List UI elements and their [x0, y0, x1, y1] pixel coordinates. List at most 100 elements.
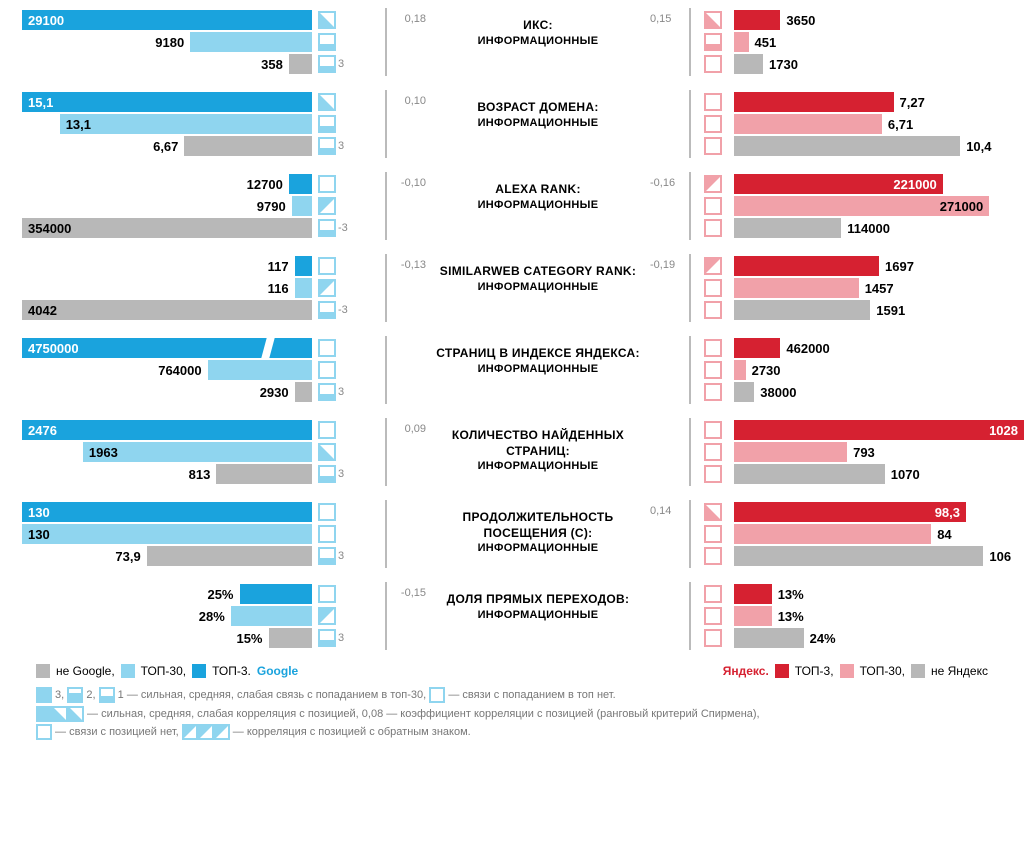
bar-value: 84: [937, 527, 951, 542]
bar: [734, 442, 847, 462]
bar: [208, 360, 312, 380]
divider-right: [689, 418, 691, 486]
bar-row: 1730: [734, 54, 798, 74]
indicator-num: 3: [338, 632, 344, 644]
bar-value: 25%: [207, 587, 233, 602]
right-bar-group: 13%13%24%: [734, 582, 836, 648]
bar-value: 6,67: [153, 139, 178, 154]
indicator-num: -3: [338, 222, 348, 234]
corr-left: -0,15: [400, 582, 430, 602]
legend-indicator-icon: [36, 687, 52, 703]
bar: [734, 524, 931, 544]
bar-row: 1457: [734, 278, 894, 298]
bar: [734, 300, 870, 320]
divider-left: [385, 582, 387, 650]
bar: 15,1: [22, 92, 312, 112]
indicator: [318, 338, 336, 358]
bar-row: 1591: [734, 300, 905, 320]
bar-value: 73,9: [115, 549, 140, 564]
legend-note-line: — связи с позицией нет, — корреляция с п…: [36, 723, 988, 742]
indicator: [318, 420, 336, 440]
bar-value: 4042: [28, 303, 57, 318]
bar: [231, 606, 312, 626]
right-indicator-col: [704, 172, 728, 238]
right-indicator-col: [704, 336, 728, 402]
bar: [295, 278, 312, 298]
indicator: [318, 502, 336, 522]
bar: 354000: [22, 218, 312, 238]
metric-title-sub: ИНФОРМАЦИОННЫЕ: [430, 459, 646, 473]
bar-value: 24%: [810, 631, 836, 646]
metric-title: СТРАНИЦ В ИНДЕКСЕ ЯНДЕКСА:ИНФОРМАЦИОННЫЕ: [430, 336, 646, 376]
indicator: [704, 628, 722, 648]
bar-row: 2930: [260, 382, 312, 402]
metric-title-main: СТРАНИЦ В ИНДЕКСЕ ЯНДЕКСА:: [430, 346, 646, 362]
indicator: [704, 136, 722, 156]
bar: [734, 584, 772, 604]
bar-value: 1457: [865, 281, 894, 296]
legend-note-line: 3, 2, 1 — сильная, средняя, слабая связь…: [36, 686, 988, 705]
bar: [734, 54, 763, 74]
bar: [216, 464, 312, 484]
bar-value: 271000: [940, 199, 983, 214]
bar: 130: [22, 502, 312, 522]
corr-left: [400, 500, 430, 520]
left-indicator-col: 3: [312, 418, 372, 484]
corr-left: -0,10: [400, 172, 430, 192]
legend-swatch: [840, 664, 854, 678]
indicator: [704, 464, 722, 484]
bar-value: 1070: [891, 467, 920, 482]
left-bar-group: 291009180358: [12, 8, 312, 74]
bar-row: 221000: [734, 174, 943, 194]
bar-value: 1591: [876, 303, 905, 318]
divider-right: [689, 254, 691, 322]
right-side-wrap: 7,276,7110,4: [704, 90, 1004, 156]
metric-row: 25%28%15%3-0,15ДОЛЯ ПРЯМЫХ ПЕРЕХОДОВ:ИНФ…: [12, 582, 1012, 650]
right-bar-group: 462000273038000: [734, 336, 830, 402]
legend-indicator-icon: [36, 706, 52, 722]
bar: [147, 546, 312, 566]
left-bar-group: 15,113,1 6,67: [12, 90, 312, 156]
legend-label: не Яндекс: [931, 664, 988, 678]
bar: 4750000: [22, 338, 312, 358]
bar-value: 10,4: [966, 139, 991, 154]
legend-swatch: [775, 664, 789, 678]
bar-value: 12700: [247, 177, 283, 192]
bar-row: 813: [189, 464, 312, 484]
indicator: 3: [318, 382, 346, 402]
bar: [190, 32, 312, 52]
metric-title: ВОЗРАСТ ДОМЕНА:ИНФОРМАЦИОННЫЕ: [430, 90, 646, 130]
corr-left: -0,13: [400, 254, 430, 274]
bar: [734, 136, 960, 156]
metric-title-sub: ИНФОРМАЦИОННЫЕ: [430, 116, 646, 130]
bar: 130: [22, 524, 312, 544]
bar: [184, 136, 312, 156]
metric-row: 1171164042-3-0,13SIMILARWEB CATEGORY RAN…: [12, 254, 1012, 322]
bar: [289, 54, 312, 74]
indicator: 3: [318, 628, 346, 648]
bar-row: 354000: [22, 218, 312, 238]
indicator: [704, 278, 722, 298]
bar: [240, 584, 313, 604]
right-bar-group: 10287931070: [734, 418, 1024, 484]
legend-indicator-icon: [67, 687, 83, 703]
bar-row: 13%: [734, 584, 804, 604]
bar-row: 29100: [22, 10, 312, 30]
right-bar-group: 98,384106: [734, 500, 1011, 566]
bar-row: 9790: [257, 196, 312, 216]
right-indicator-col: [704, 254, 728, 320]
metric-title-main: ALEXA RANK:: [430, 182, 646, 198]
indicator: [318, 360, 336, 380]
bar-row: 4750000: [22, 338, 312, 358]
bar-row: 38000: [734, 382, 796, 402]
bar-row: 3650: [734, 10, 815, 30]
legend-notes: 3, 2, 1 — сильная, средняя, слабая связь…: [36, 686, 988, 742]
bar: [734, 92, 894, 112]
indicator: [704, 606, 722, 626]
right-side-wrap: 13%13%24%: [704, 582, 1004, 648]
corr-right: 0,14: [646, 500, 676, 520]
bar-row: 13,1: [60, 114, 312, 134]
indicator-num: 3: [338, 140, 344, 152]
bar-row: 130: [22, 502, 312, 522]
bar-row: 1028: [734, 420, 1024, 440]
